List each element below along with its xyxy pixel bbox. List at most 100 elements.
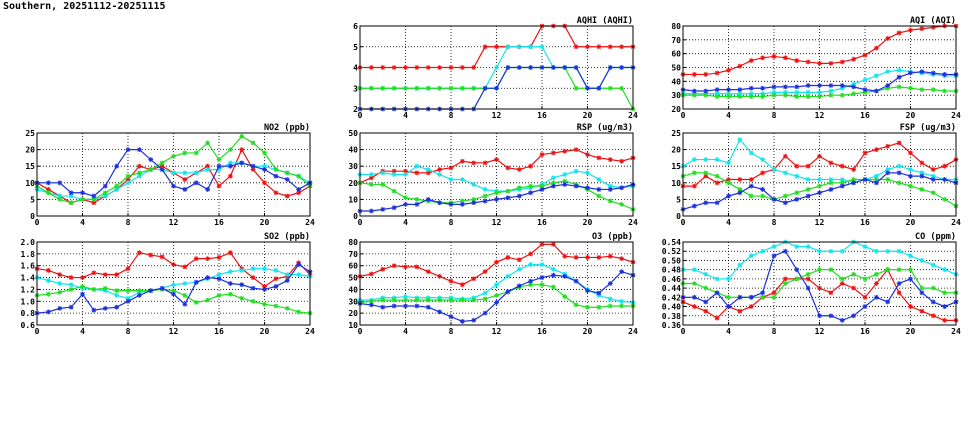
fsp-point-cyan xyxy=(691,157,697,162)
fsp-series-red xyxy=(680,140,959,189)
co-point-green xyxy=(873,271,879,277)
rsp-xtick-label: 20 xyxy=(583,218,593,227)
so2-point-blue xyxy=(262,287,267,292)
aqi-ytick-label: 30 xyxy=(671,91,681,100)
aqi-point-green xyxy=(714,94,720,99)
co-point-blue xyxy=(896,281,902,286)
aqhi-chart: AQHI (AQHI) 0 4 8 12 16 20 24 2 3 4 5 6 xyxy=(338,12,638,122)
co-point-blue xyxy=(930,299,936,305)
rsp-point-red xyxy=(562,148,568,154)
no2-point-cyan xyxy=(114,187,120,192)
aqi-point-blue xyxy=(828,83,834,88)
fsp-ytick-label: 5 xyxy=(676,195,681,204)
fsp-point-cyan xyxy=(873,173,879,179)
rsp-point-cyan xyxy=(550,175,556,181)
aqi-point-cyan xyxy=(851,81,857,87)
fsp-point-green xyxy=(851,177,857,182)
aqhi-ytick-label: 4 xyxy=(353,64,358,73)
aqi-point-red xyxy=(691,72,697,77)
fsp-point-blue xyxy=(885,170,891,176)
co-point-green xyxy=(726,294,731,300)
rsp-point-green xyxy=(619,201,625,207)
rsp-point-red xyxy=(482,160,488,166)
so2-point-cyan xyxy=(182,281,188,286)
so2-chart: SO2 (ppb) 0 4 8 12 16 20 24 0.6 0.8 1.0 1.2 1.4 1.6 1.… xyxy=(15,228,315,338)
so2-point-red xyxy=(216,255,222,260)
o3-point-cyan xyxy=(550,266,556,272)
aqhi-point-blue xyxy=(596,85,602,91)
aqhi-point-cyan xyxy=(516,44,522,50)
aqi-point-blue xyxy=(726,87,731,93)
rsp-point-green xyxy=(368,182,374,187)
aqhi-xtick-label: 8 xyxy=(449,111,454,120)
o3-chart: O3 (ppb) 0 4 8 12 16 20 24 10 20 30 40 50 60 70 80 xyxy=(338,228,638,338)
co-point-red xyxy=(851,285,857,291)
aqi-xtick-label: 8 xyxy=(772,111,777,120)
no2-point-blue xyxy=(102,183,108,189)
so2-point-green xyxy=(114,288,120,294)
aqhi-point-green xyxy=(403,85,408,91)
rsp-point-blue xyxy=(437,200,443,206)
so2-point-cyan xyxy=(57,281,63,286)
co-point-cyan xyxy=(908,253,913,259)
so2-point-cyan xyxy=(216,272,222,278)
so2-point-cyan xyxy=(171,282,176,288)
aqhi-chart-svg: AQHI (AQHI) 0 4 8 12 16 20 24 2 3 4 5 6 xyxy=(353,16,638,120)
o3-xtick-label: 12 xyxy=(492,327,502,336)
aqi-point-blue xyxy=(805,83,811,88)
aqhi-point-cyan xyxy=(505,44,511,50)
fsp-point-green xyxy=(748,193,754,199)
fsp-point-blue xyxy=(862,177,868,182)
o3-point-blue xyxy=(368,302,374,308)
so2-point-cyan xyxy=(45,278,51,283)
fsp-point-green xyxy=(726,180,731,186)
no2-point-red xyxy=(45,187,51,192)
aqi-point-red xyxy=(930,24,936,30)
fsp-point-blue xyxy=(805,193,811,199)
aqi-point-green xyxy=(919,87,925,93)
aqi-point-blue xyxy=(873,88,879,94)
co-point-blue xyxy=(703,299,709,305)
aqi-xtick-label: 4 xyxy=(726,111,731,120)
fsp-point-cyan xyxy=(726,160,731,166)
aqhi-xtick-label: 24 xyxy=(628,111,638,120)
rsp-chart-svg: RSP (ug/m3) 0 4 8 12 16 20 24 0 10 20 30 40 50 xyxy=(348,123,638,227)
aqi-point-red xyxy=(782,55,788,61)
rsp-point-blue xyxy=(562,182,568,187)
co-point-red xyxy=(862,294,868,300)
no2-point-red xyxy=(227,173,233,179)
aqi-point-red xyxy=(896,30,902,36)
so2-point-red xyxy=(45,268,51,273)
no2-point-blue xyxy=(80,190,85,196)
fsp-point-blue xyxy=(714,200,720,206)
co-series-blue xyxy=(680,248,959,323)
no2-point-red xyxy=(205,163,211,169)
co-xtick-label: 4 xyxy=(726,327,731,336)
aqi-point-green xyxy=(817,94,822,99)
co-ytick-label: 0.42 xyxy=(662,293,681,302)
no2-point-blue xyxy=(182,187,188,192)
aqi-point-red xyxy=(873,45,879,51)
no2-point-blue xyxy=(216,163,222,169)
o3-point-blue xyxy=(585,288,590,294)
o3-point-green xyxy=(403,297,408,303)
rsp-point-red xyxy=(505,165,511,171)
co-point-blue xyxy=(737,294,743,300)
no2-point-cyan xyxy=(216,167,222,172)
aqi-point-cyan xyxy=(771,90,777,95)
co-point-blue xyxy=(873,294,879,300)
no2-point-red xyxy=(136,163,142,169)
rsp-point-blue xyxy=(516,193,522,199)
no2-point-green xyxy=(148,167,154,172)
fsp-point-blue xyxy=(760,187,766,192)
fsp-point-blue xyxy=(726,193,731,199)
fsp-point-green xyxy=(703,170,709,176)
no2-point-green xyxy=(262,150,267,156)
o3-point-blue xyxy=(471,317,477,323)
aqi-point-blue xyxy=(760,85,766,91)
co-point-red xyxy=(942,317,948,323)
aqi-point-cyan xyxy=(714,91,720,97)
fsp-point-cyan xyxy=(760,157,766,162)
o3-point-cyan xyxy=(403,294,408,299)
so2-point-green xyxy=(182,292,188,298)
